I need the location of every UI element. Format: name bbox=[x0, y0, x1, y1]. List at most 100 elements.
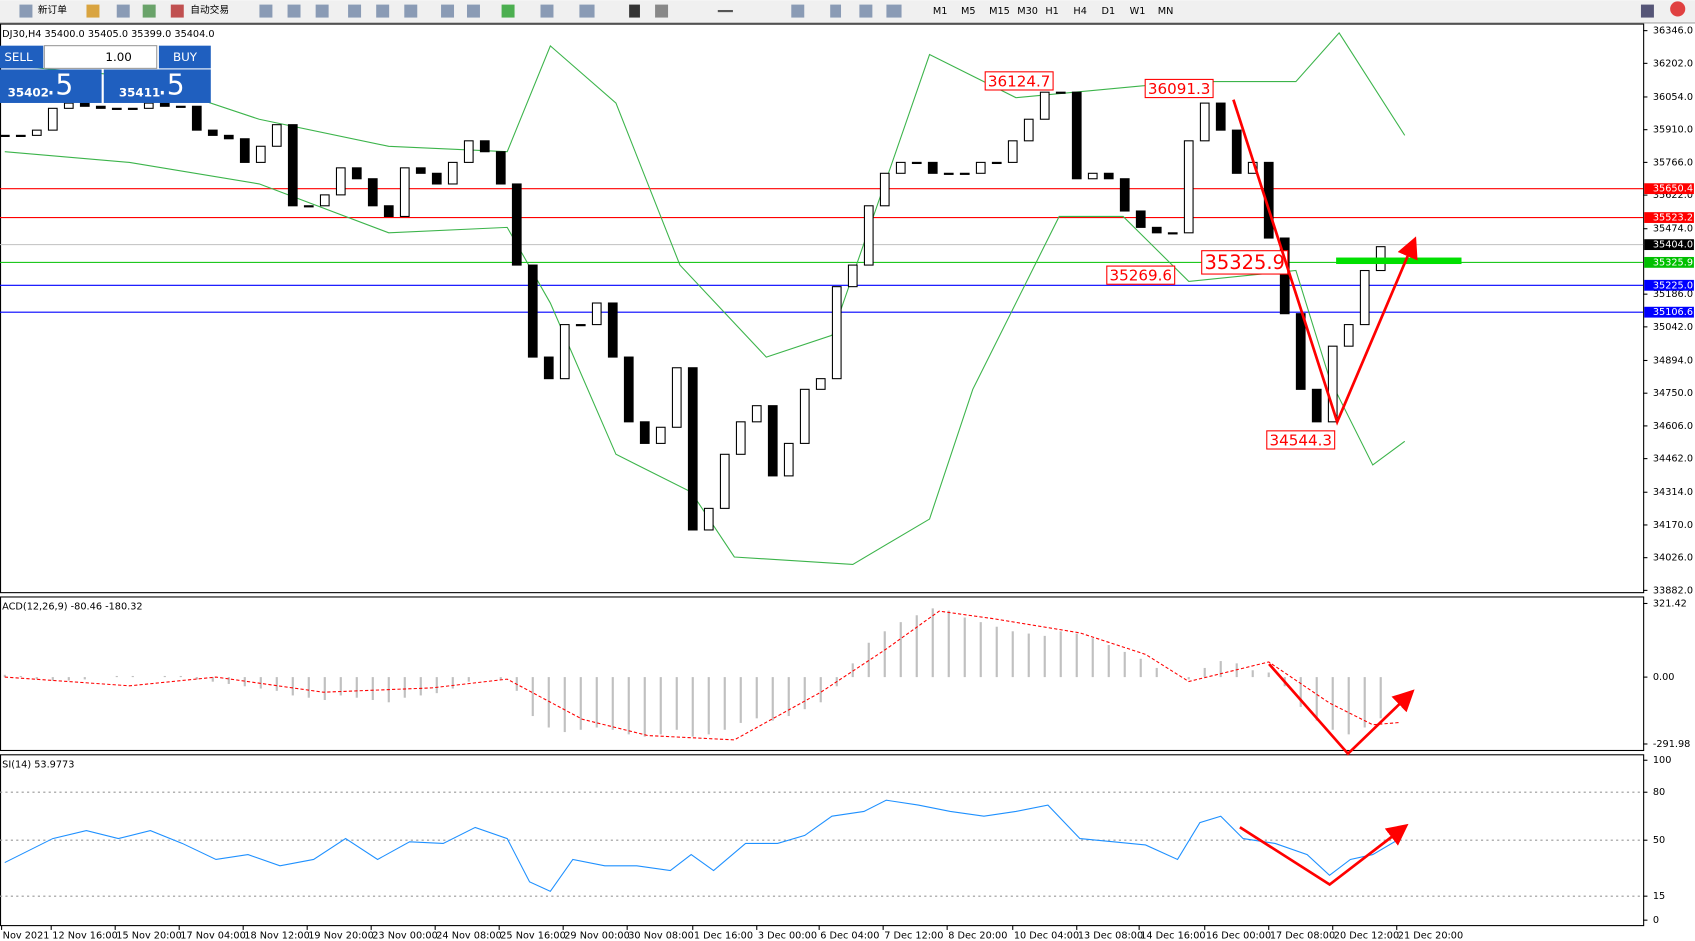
candle bbox=[607, 302, 618, 358]
y-tick-label: 15 bbox=[1653, 891, 1665, 902]
y-tick-label: 35042.0 bbox=[1653, 322, 1693, 333]
candle bbox=[1151, 226, 1162, 234]
x-tick-label: 25 Nov 16:00 bbox=[500, 930, 566, 941]
x-tick-label: 29 Nov 00:00 bbox=[564, 930, 630, 941]
period-button[interactable]: M30 bbox=[1017, 6, 1038, 17]
price-annotation: 35269.6 bbox=[1109, 267, 1172, 285]
x-tick-label: 1 Dec 16:00 bbox=[694, 930, 753, 941]
x-tick-label: 20 Dec 12:00 bbox=[1334, 930, 1399, 941]
buy-label: BUY bbox=[173, 50, 198, 64]
candle bbox=[959, 172, 970, 175]
x-tick-label: 23 Nov 00:00 bbox=[372, 930, 438, 941]
x-tick-label: 17 Nov 04:00 bbox=[180, 930, 246, 941]
period-button[interactable]: M1 bbox=[933, 6, 948, 17]
candle bbox=[127, 107, 138, 110]
candle bbox=[1167, 232, 1178, 235]
x-tick-label: 10 Dec 04:00 bbox=[1014, 930, 1079, 941]
x-tick-label: 7 Dec 12:00 bbox=[884, 930, 943, 941]
y-tick-label: 34170.0 bbox=[1653, 520, 1693, 531]
buy-button[interactable] bbox=[158, 45, 211, 69]
period-button[interactable]: D1 bbox=[1102, 6, 1116, 17]
period-button[interactable]: H4 bbox=[1073, 6, 1087, 17]
candle bbox=[639, 421, 650, 444]
candle bbox=[1071, 91, 1082, 180]
candle bbox=[1311, 388, 1322, 423]
candle bbox=[319, 194, 330, 207]
x-tick-label: 14 Dec 16:00 bbox=[1140, 930, 1205, 941]
x-tick-label: 16 Dec 00:00 bbox=[1206, 930, 1271, 941]
y-tick-label: 35622.0 bbox=[1653, 190, 1693, 201]
candle bbox=[991, 161, 1002, 165]
y-tick-label: 36202.0 bbox=[1653, 58, 1693, 69]
x-tick-label: 18 Nov 12:00 bbox=[244, 930, 310, 941]
period-button[interactable]: W1 bbox=[1130, 6, 1146, 17]
charts: DJ30,H4 35400.0 35405.0 35399.0 35404.0 3… bbox=[0, 23, 1694, 941]
toolbar-button[interactable]: 自动交易 bbox=[190, 3, 229, 16]
y-tick-label: 35766.0 bbox=[1653, 157, 1693, 168]
price-annotation-box bbox=[1144, 78, 1214, 99]
candle bbox=[655, 426, 666, 444]
candle bbox=[223, 134, 234, 140]
candle bbox=[1087, 172, 1098, 180]
sell-button[interactable] bbox=[0, 45, 44, 69]
candle bbox=[1135, 210, 1146, 228]
candle bbox=[911, 161, 922, 165]
candle bbox=[239, 138, 250, 163]
candle bbox=[47, 107, 58, 131]
bid-box[interactable] bbox=[0, 69, 102, 103]
candle bbox=[1359, 269, 1370, 326]
candle bbox=[623, 356, 634, 423]
y-tick-label: 0 bbox=[1653, 915, 1659, 926]
period-buttons: M1 M5 M15 M30 H1 H4 D1 W1 MN bbox=[933, 6, 1174, 17]
x-tick-label: 30 Nov 08:00 bbox=[628, 930, 694, 941]
bollinger-band bbox=[4, 32, 1406, 358]
candle bbox=[399, 167, 410, 218]
y-tick-label: 0.00 bbox=[1653, 672, 1675, 683]
candle bbox=[1343, 324, 1354, 347]
candle bbox=[79, 102, 90, 107]
candle bbox=[1023, 118, 1034, 142]
price-level-label: 35225.0 bbox=[1653, 280, 1693, 291]
candle bbox=[255, 145, 266, 163]
candle bbox=[447, 161, 458, 185]
period-button[interactable]: H1 bbox=[1045, 6, 1059, 17]
candle bbox=[1231, 129, 1242, 174]
candle bbox=[271, 124, 282, 147]
period-button[interactable]: M15 bbox=[989, 6, 1010, 17]
candle bbox=[143, 102, 154, 109]
y-tick-label: 35474.0 bbox=[1653, 224, 1693, 235]
candle bbox=[479, 140, 490, 153]
price-annotation-box bbox=[1266, 430, 1336, 450]
y-tick-label: 34894.0 bbox=[1653, 355, 1693, 366]
y-tick-label: 50 bbox=[1653, 835, 1665, 846]
y-tick-label: 36346.0 bbox=[1653, 26, 1693, 37]
candle bbox=[463, 140, 474, 163]
candle bbox=[1327, 345, 1338, 423]
pane-title: SI(14) 53.9773 bbox=[2, 760, 74, 771]
pane-title: ACD(12,26,9) -80.46 -180.32 bbox=[2, 602, 142, 613]
y-tick-label: 36054.0 bbox=[1653, 92, 1693, 103]
candle bbox=[767, 405, 778, 477]
toolbar bbox=[0, 0, 1695, 22]
candle bbox=[975, 161, 986, 174]
candle bbox=[543, 356, 554, 380]
candle bbox=[415, 167, 426, 174]
x-tick-label: 21 Dec 20:00 bbox=[1398, 930, 1463, 941]
price-level-label: 35106.6 bbox=[1653, 307, 1693, 318]
x-tick-label: 17 Dec 08:00 bbox=[1270, 930, 1335, 941]
ask-pips: .5 bbox=[158, 69, 185, 102]
candle bbox=[111, 107, 122, 110]
arrow bbox=[1232, 99, 1418, 426]
lots-input[interactable] bbox=[43, 45, 158, 69]
price-level-label: 35325.9 bbox=[1653, 257, 1693, 268]
toolbar-button[interactable]: 新订单 bbox=[38, 3, 67, 16]
y-tick-label: 34750.0 bbox=[1653, 388, 1693, 399]
period-button[interactable]: MN bbox=[1158, 6, 1174, 17]
candle bbox=[879, 172, 890, 207]
ask-box[interactable] bbox=[103, 69, 211, 103]
period-button[interactable]: M5 bbox=[961, 6, 976, 17]
candle bbox=[63, 102, 74, 109]
x-tick-label: Nov 2021 bbox=[3, 930, 50, 941]
candle bbox=[335, 167, 346, 196]
toolbar-icons bbox=[19, 1, 1686, 18]
